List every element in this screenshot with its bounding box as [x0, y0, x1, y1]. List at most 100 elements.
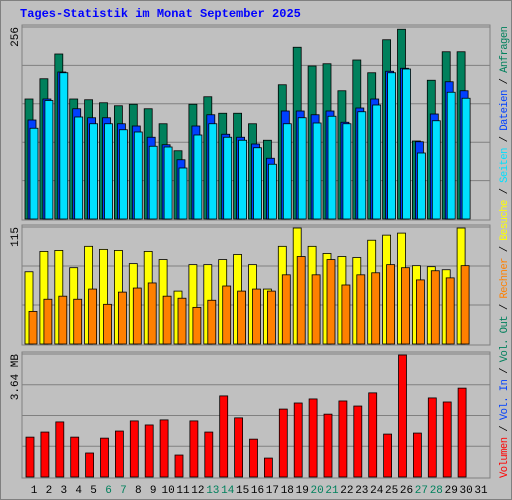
bar — [174, 454, 184, 478]
bar — [44, 100, 54, 220]
bar — [147, 282, 157, 345]
bar — [132, 287, 142, 345]
bar — [281, 274, 291, 345]
bar — [249, 438, 258, 478]
bar — [323, 413, 333, 478]
bar — [252, 288, 261, 345]
x-tick-label: 3 — [60, 485, 67, 497]
bar — [59, 72, 69, 220]
bar — [162, 295, 172, 345]
bar — [326, 259, 336, 345]
bar — [237, 290, 247, 345]
x-tick-label: 15 — [236, 485, 249, 497]
x-tick-label: 2 — [46, 485, 53, 497]
bar — [43, 298, 53, 345]
x-tick-label: 25 — [385, 485, 398, 497]
bar — [383, 433, 393, 478]
x-tick-label: 1 — [31, 485, 38, 497]
bar — [312, 122, 322, 220]
bar — [386, 264, 396, 345]
bar — [266, 290, 276, 345]
bar — [88, 288, 97, 345]
bar — [415, 279, 425, 345]
bar — [278, 408, 288, 478]
legend-entry: Besuche — [499, 200, 511, 241]
bar — [263, 457, 273, 478]
bar — [341, 284, 351, 345]
bar — [297, 117, 307, 220]
legend-entry: Vol. In — [499, 379, 511, 420]
bar — [222, 285, 232, 345]
x-tick-label: 28 — [430, 485, 443, 497]
x-tick-label: 18 — [281, 485, 294, 497]
bar — [25, 436, 35, 478]
bar — [308, 398, 318, 478]
bar — [398, 354, 407, 478]
bar — [442, 401, 452, 478]
bar — [70, 436, 80, 478]
x-tick-label: 30 — [459, 485, 472, 497]
legend-separator: / — [499, 240, 511, 258]
bar — [29, 127, 39, 220]
legend-entry: Vol. Out — [499, 315, 511, 362]
y-tick-label: 3.64 MB — [10, 354, 22, 401]
legend-separator: / — [499, 298, 511, 316]
x-tick-label: 12 — [191, 485, 204, 497]
bar — [28, 311, 38, 345]
bar — [338, 400, 348, 478]
bar — [74, 116, 84, 220]
x-tick-label: 19 — [296, 485, 309, 497]
bar — [234, 417, 244, 478]
x-tick-label: 20 — [310, 485, 323, 497]
x-tick-label: 29 — [445, 485, 458, 497]
x-tick-label: 14 — [221, 485, 235, 497]
x-tick-label: 21 — [325, 485, 339, 497]
legend-separator: / — [499, 420, 511, 438]
bar — [118, 291, 127, 345]
x-tick-label: 23 — [355, 485, 368, 497]
x-tick-label: 13 — [206, 485, 219, 497]
bar — [445, 277, 455, 345]
bar — [293, 402, 303, 478]
bar — [204, 431, 214, 478]
x-tick-label: 8 — [135, 485, 142, 497]
x-tick-label: 5 — [90, 485, 97, 497]
bar — [427, 397, 437, 478]
bar — [402, 68, 411, 220]
bar — [219, 395, 229, 478]
bar — [461, 97, 471, 220]
bar — [133, 131, 143, 220]
x-tick-label: 10 — [161, 485, 174, 497]
bar — [353, 405, 363, 478]
x-tick-label: 22 — [340, 485, 353, 497]
bar — [327, 115, 337, 220]
bar — [282, 123, 292, 220]
x-tick-label: 24 — [370, 485, 384, 497]
x-tick-label: 31 — [474, 485, 488, 497]
bar — [207, 299, 217, 345]
bar — [296, 256, 306, 345]
y-tick-label: 256 — [10, 27, 22, 47]
chart-title: Tages-Statistik im Monat September 2025 — [20, 7, 301, 21]
bar — [457, 387, 467, 478]
legend: Volumen / Vol. In / Vol. Out / Rechner /… — [499, 26, 511, 478]
legend-separator: / — [499, 130, 511, 148]
bar — [178, 167, 188, 220]
legend-entry: Seiten — [499, 148, 511, 183]
bar — [85, 452, 94, 478]
bar — [430, 270, 440, 345]
bar — [163, 146, 173, 220]
legend-entry: Rechner — [499, 258, 511, 299]
x-tick-label: 11 — [176, 485, 190, 497]
bar — [223, 136, 233, 220]
bar — [40, 431, 50, 478]
x-tick-label: 16 — [251, 485, 264, 497]
x-tick-label: 4 — [75, 485, 82, 497]
bar — [177, 297, 187, 345]
x-tick-label: 9 — [150, 485, 157, 497]
bar — [115, 430, 124, 478]
legend-separator: / — [499, 72, 511, 90]
bar — [148, 145, 158, 220]
bar — [189, 420, 199, 478]
bar — [253, 147, 262, 220]
